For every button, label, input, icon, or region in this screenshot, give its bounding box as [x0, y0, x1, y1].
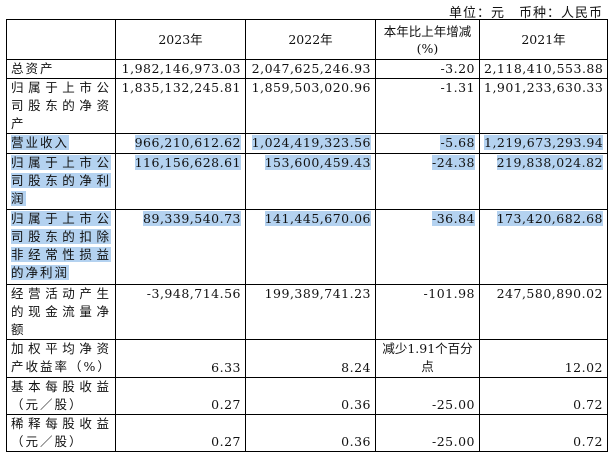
value-change: -101.98	[375, 284, 480, 340]
value-change: -5.68	[440, 135, 475, 150]
row-label: 稀释每股收益（元／股）	[6, 414, 116, 452]
value-change: -3.20	[375, 59, 480, 79]
value-change: -25.00	[375, 377, 480, 415]
row-label: 总资产	[6, 59, 116, 79]
value-2021: 1,901,233,630.33	[479, 78, 608, 134]
row-label: 营业收入	[11, 135, 70, 150]
row-label: 加权平均净资产收益率（%）	[6, 339, 116, 378]
table-row: 营业收入 966,210,612.62 1,024,419,323.56 -5.…	[6, 133, 608, 154]
value-2023: 0.27	[115, 414, 246, 452]
table-row: 经营活动产生的现金流量净额 -3,948,714.56 199,389,741.…	[6, 284, 608, 340]
table-row: 归属于上市公司股东的净资产 1,835,132,245.81 1,859,503…	[6, 78, 608, 134]
table-row: 归属于上市公司股东的净利润 116,156,628.61 153,600,459…	[6, 153, 608, 210]
value-2021: 1,219,673,293.94	[484, 135, 604, 150]
value-2021: 247,580,890.02	[479, 284, 608, 340]
header-2021: 2021年	[479, 19, 608, 60]
table-row: 总资产 1,982,146,973.03 2,047,625,246.93 -3…	[6, 59, 608, 79]
value-2022: 141,445,670.06	[264, 211, 371, 226]
header-change: 本年比上年增减(%)	[375, 19, 480, 60]
value-2022: 0.36	[245, 377, 376, 415]
value-2023: 966,210,612.62	[134, 135, 241, 150]
table-header-row: 2023年 2022年 本年比上年增减(%) 2021年	[6, 19, 608, 60]
value-2021: 2,118,410,553.88	[479, 59, 608, 79]
table-row: 加权平均净资产收益率（%） 6.33 8.24 减少1.91个百分点 12.02	[6, 339, 608, 378]
value-2023: 6.33	[115, 339, 246, 378]
value-2023: -3,948,714.56	[115, 284, 246, 340]
row-label: 归属于上市公司股东的净利润	[11, 155, 111, 206]
value-2022: 0.36	[245, 414, 376, 452]
value-2022: 153,600,459.43	[264, 155, 371, 170]
value-change: -25.00	[375, 414, 480, 452]
unit-currency-note: 单位：元 币种：人民币	[448, 6, 603, 21]
header-2022: 2022年	[245, 19, 376, 60]
value-2021: 173,420,682.68	[496, 211, 603, 226]
value-2023: 1,982,146,973.03	[115, 59, 246, 79]
value-change: 减少1.91个百分点	[375, 339, 480, 378]
value-change: -36.84	[431, 211, 475, 226]
table-row: 基本每股收益（元／股） 0.27 0.36 -25.00 0.72	[6, 377, 608, 415]
value-2022: 199,389,741.23	[245, 284, 376, 340]
header-2023: 2023年	[115, 19, 246, 60]
row-label: 基本每股收益（元／股）	[6, 377, 116, 415]
value-2022: 2,047,625,246.93	[245, 59, 376, 79]
value-2021: 12.02	[479, 339, 608, 378]
table-row: 稀释每股收益（元／股） 0.27 0.36 -25.00 0.72	[6, 414, 608, 452]
value-2021: 219,838,024.82	[496, 155, 603, 170]
value-2022: 1,024,419,323.56	[251, 135, 371, 150]
table-row: 归属于上市公司股东的扣除非经常性损益的净利润 89,339,540.73 141…	[6, 209, 608, 285]
value-2022: 1,859,503,020.96	[245, 78, 376, 134]
value-2023: 0.27	[115, 377, 246, 415]
value-2022: 8.24	[245, 339, 376, 378]
row-label: 归属于上市公司股东的扣除非经常性损益的净利润	[11, 211, 111, 280]
value-2021: 0.72	[479, 414, 608, 452]
header-item	[6, 19, 116, 60]
value-2023: 116,156,628.61	[134, 155, 241, 170]
value-2023: 89,339,540.73	[143, 211, 241, 226]
financial-summary-table: 2023年 2022年 本年比上年增减(%) 2021年 总资产 1,982,1…	[6, 19, 608, 452]
value-2023: 1,835,132,245.81	[115, 78, 246, 134]
value-change: -1.31	[375, 78, 480, 134]
row-label: 经营活动产生的现金流量净额	[6, 284, 116, 340]
row-label: 归属于上市公司股东的净资产	[6, 78, 116, 134]
value-2021: 0.72	[479, 377, 608, 415]
value-change: -24.38	[431, 155, 475, 170]
